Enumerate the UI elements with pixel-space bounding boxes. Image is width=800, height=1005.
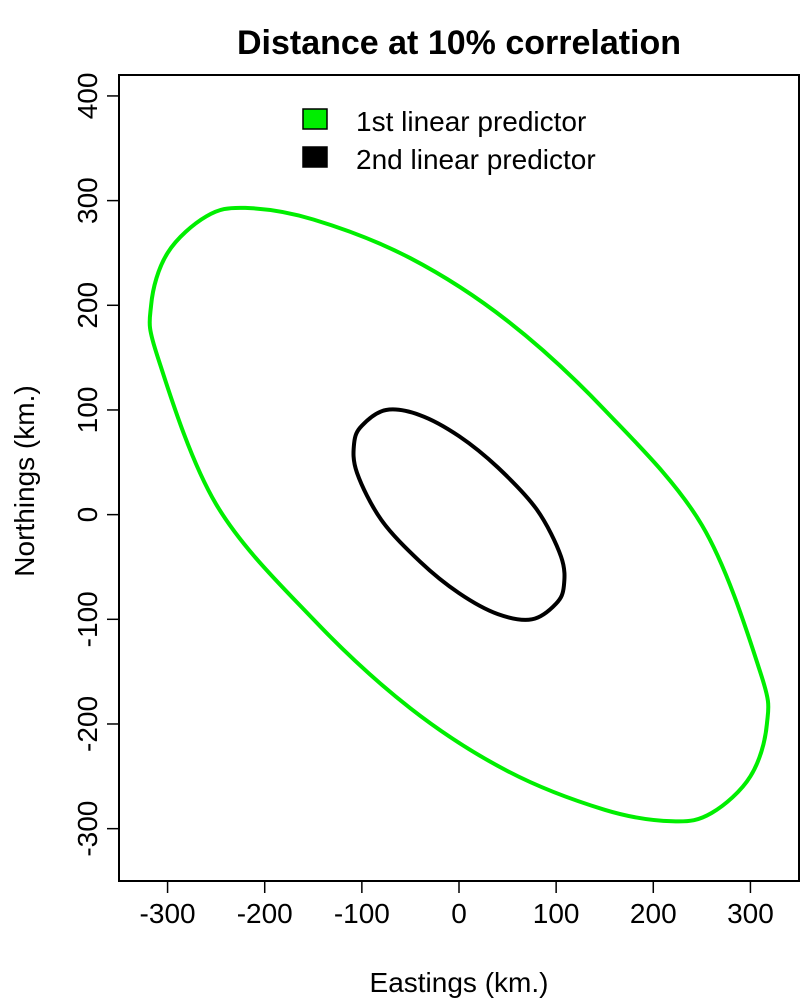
y-tick-label: 300 <box>72 177 103 224</box>
x-axis-label: Eastings (km.) <box>370 967 549 998</box>
series-layer <box>147 205 771 824</box>
legend: 1st linear predictor 2nd linear predicto… <box>302 106 596 175</box>
legend-label-1st-linear-predictor: 1st linear predictor <box>356 106 586 137</box>
y-axis-label: Northings (km.) <box>9 385 40 576</box>
y-tick-label: -300 <box>72 801 103 857</box>
y-tick-label: 100 <box>72 387 103 434</box>
x-tick-label: 200 <box>630 898 677 929</box>
y-axis: -300 -200 -100 0 100 200 300 400 <box>72 73 120 857</box>
chart-title: Distance at 10% correlation <box>237 24 681 62</box>
x-tick-label: 0 <box>451 898 467 929</box>
y-tick-label: 0 <box>72 507 103 523</box>
legend-label-2nd-linear-predictor: 2nd linear predictor <box>356 144 596 175</box>
x-tick-label: 300 <box>727 898 774 929</box>
plot-frame <box>118 74 800 882</box>
y-tick-label: -100 <box>72 591 103 647</box>
x-tick-label: -100 <box>334 898 390 929</box>
y-tick-label: -200 <box>72 696 103 752</box>
x-tick-label: -300 <box>140 898 196 929</box>
legend-swatch-2nd-linear-predictor <box>302 146 328 168</box>
y-tick-label: 200 <box>72 282 103 329</box>
y-tick-label: 400 <box>72 73 103 120</box>
series-2nd-linear-predictor <box>351 407 567 622</box>
x-tick-label: -200 <box>237 898 293 929</box>
legend-swatch-1st-linear-predictor <box>302 108 328 130</box>
x-axis: -300 -200 -100 0 100 200 300 <box>140 880 774 929</box>
x-tick-label: 100 <box>533 898 580 929</box>
series-1st-linear-predictor <box>147 205 771 824</box>
